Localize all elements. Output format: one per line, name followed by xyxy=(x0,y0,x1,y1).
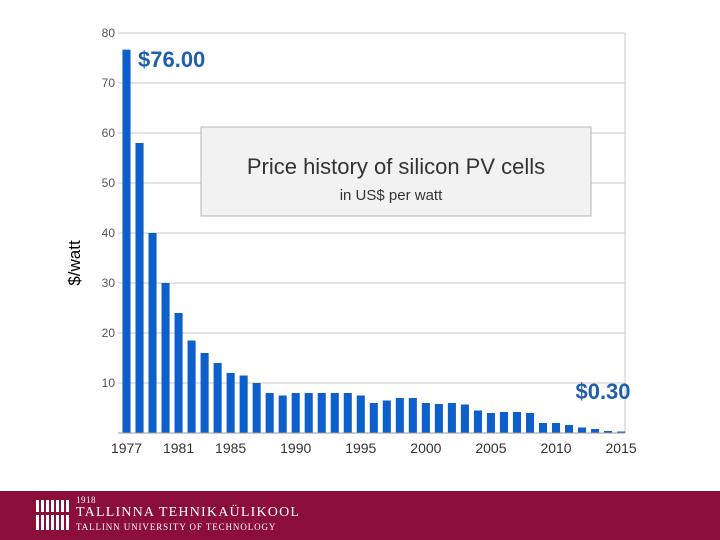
y-axis-ticks: 10 20 30 40 50 60 70 80 xyxy=(102,26,116,390)
y-tick-label: 40 xyxy=(102,226,116,240)
bar-1987 xyxy=(252,383,261,433)
x-tick-label: 1985 xyxy=(215,440,246,456)
annotation-last-price: $0.30 xyxy=(575,379,630,404)
bar-1990 xyxy=(291,393,300,433)
bar-1995 xyxy=(356,395,365,433)
y-tick-label: 70 xyxy=(102,76,116,90)
bar-2009 xyxy=(538,423,548,433)
y-tick-label: 80 xyxy=(102,26,116,40)
bar-1986 xyxy=(239,375,248,433)
chart-subtitle: in US$ per watt xyxy=(340,187,443,204)
chart-title-box xyxy=(200,126,592,217)
x-tick-label: 2015 xyxy=(606,440,637,456)
x-tick-label: 2005 xyxy=(475,440,506,456)
bar-1979 xyxy=(148,233,157,433)
x-axis-ticks: 1977 1981 1985 1990 1995 2000 2005 2010 2015 xyxy=(111,440,637,456)
bar-1978 xyxy=(135,143,144,433)
bar-2013 xyxy=(591,429,600,433)
bar-1994 xyxy=(343,393,352,433)
bar-2002 xyxy=(447,403,456,433)
university-name-english: TALLINN UNIVERSITY OF TECHNOLOGY xyxy=(76,522,277,532)
bar-1991 xyxy=(304,393,313,433)
bar-1983 xyxy=(200,353,209,433)
x-tick-label: 1981 xyxy=(163,440,194,456)
bar-1984 xyxy=(213,363,222,433)
bar-1997 xyxy=(382,400,391,433)
bar-1982 xyxy=(187,340,196,433)
university-crest-icon xyxy=(36,500,69,530)
bar-2001 xyxy=(434,404,443,433)
bar-2000 xyxy=(421,403,430,433)
price-history-chart: 10 20 30 40 50 60 70 80 1977 1981 1985 1990 1995 200… xyxy=(65,26,637,456)
bar-1989 xyxy=(278,395,287,433)
founding-year: 1918 xyxy=(76,495,96,505)
bar-1998 xyxy=(395,398,404,433)
x-tick-label: 2010 xyxy=(540,440,571,456)
bar-1977 xyxy=(122,49,131,434)
y-axis-label: $/watt xyxy=(65,240,84,286)
y-tick-label: 20 xyxy=(102,326,116,340)
bar-1993 xyxy=(330,393,339,433)
bar-1981 xyxy=(174,313,183,433)
bar-2011 xyxy=(564,425,574,433)
bar-1999 xyxy=(408,398,417,433)
university-name-estonian: TALLINNA TEHNIKAÜLIKOOL xyxy=(76,505,301,520)
bar-1992 xyxy=(317,393,326,433)
y-tick-label: 50 xyxy=(102,176,116,190)
bar-2006 xyxy=(499,412,508,433)
y-tick-label: 10 xyxy=(102,376,116,390)
bar-2015 xyxy=(617,431,626,433)
bar-2004 xyxy=(473,410,482,433)
x-tick-label: 2000 xyxy=(410,440,441,456)
bar-2005 xyxy=(486,413,495,433)
university-footer: 1918 TALLINNA TEHNIKAÜLIKOOL TALLINN UNI… xyxy=(0,491,720,540)
y-tick-label: 30 xyxy=(102,276,116,290)
bar-2007 xyxy=(512,412,522,433)
x-tick-label: 1995 xyxy=(345,440,376,456)
chart-bars xyxy=(122,49,626,434)
bar-1988 xyxy=(265,393,274,433)
y-tick-label: 60 xyxy=(102,126,116,140)
x-tick-label: 1990 xyxy=(280,440,311,456)
bar-1996 xyxy=(369,403,378,433)
bar-1985 xyxy=(226,373,235,433)
bar-2014 xyxy=(604,431,613,433)
chart-title: Price history of silicon PV cells xyxy=(247,154,545,179)
bar-1980 xyxy=(161,283,170,433)
bar-2008 xyxy=(525,413,535,433)
bar-2003 xyxy=(460,404,469,433)
x-tick-label: 1977 xyxy=(111,440,142,456)
bar-2012 xyxy=(578,427,587,433)
annotation-first-price: $76.00 xyxy=(138,47,205,72)
bar-2010 xyxy=(551,423,561,433)
